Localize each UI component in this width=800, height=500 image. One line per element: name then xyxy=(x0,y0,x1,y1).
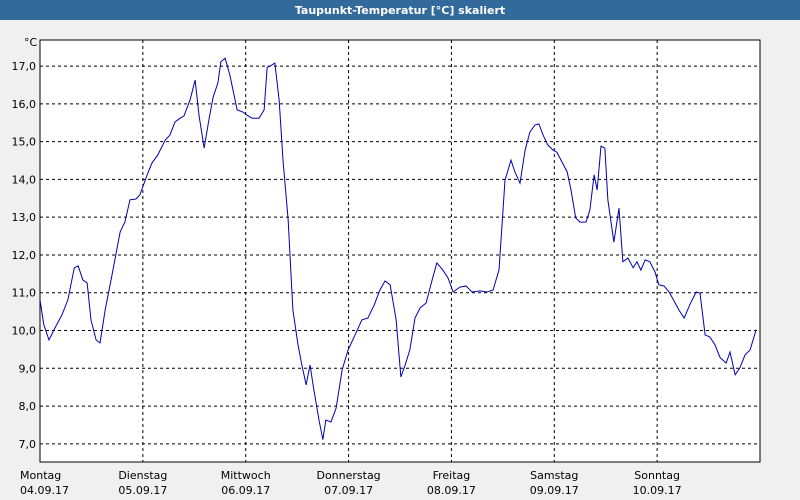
y-tick-label: 7,0 xyxy=(19,438,37,451)
x-tick-label: Samstag xyxy=(530,469,578,482)
x-tick-date: 05.09.17 xyxy=(118,484,167,497)
y-tick-label: 17,0 xyxy=(12,60,37,73)
x-tick-label: Donnerstag xyxy=(316,469,380,482)
x-tick-date: 06.09.17 xyxy=(221,484,270,497)
x-tick-date: 09.09.17 xyxy=(530,484,579,497)
x-tick-date: 10.09.17 xyxy=(633,484,682,497)
y-tick-label: 14,0 xyxy=(12,173,37,186)
x-tick-date: 08.09.17 xyxy=(427,484,476,497)
y-tick-label: 16,0 xyxy=(12,98,37,111)
y-tick-label: 11,0 xyxy=(12,287,37,300)
y-tick-label: 12,0 xyxy=(12,249,37,262)
y-unit: °C xyxy=(24,36,38,49)
x-tick-label: Montag xyxy=(20,469,61,482)
chart-title: Taupunkt-Temperatur [°C] skaliert xyxy=(295,4,505,17)
x-tick-label: Dienstag xyxy=(118,469,167,482)
x-tick-date: 07.09.17 xyxy=(324,484,373,497)
y-tick-label: 10,0 xyxy=(12,325,37,338)
y-tick-label: 13,0 xyxy=(12,211,37,224)
data-line xyxy=(39,57,757,440)
plot-area xyxy=(39,39,761,463)
x-tick-label: Freitag xyxy=(433,469,471,482)
y-tick-label: 9,0 xyxy=(19,362,37,375)
y-tick-label: 15,0 xyxy=(12,136,37,149)
x-tick-label: Mittwoch xyxy=(221,469,271,482)
y-tick-label: 8,0 xyxy=(19,400,37,413)
x-tick-date: 04.09.17 xyxy=(20,484,69,497)
plot-border xyxy=(39,39,761,463)
title-bar xyxy=(0,0,800,20)
x-tick-label: Sonntag xyxy=(634,469,680,482)
